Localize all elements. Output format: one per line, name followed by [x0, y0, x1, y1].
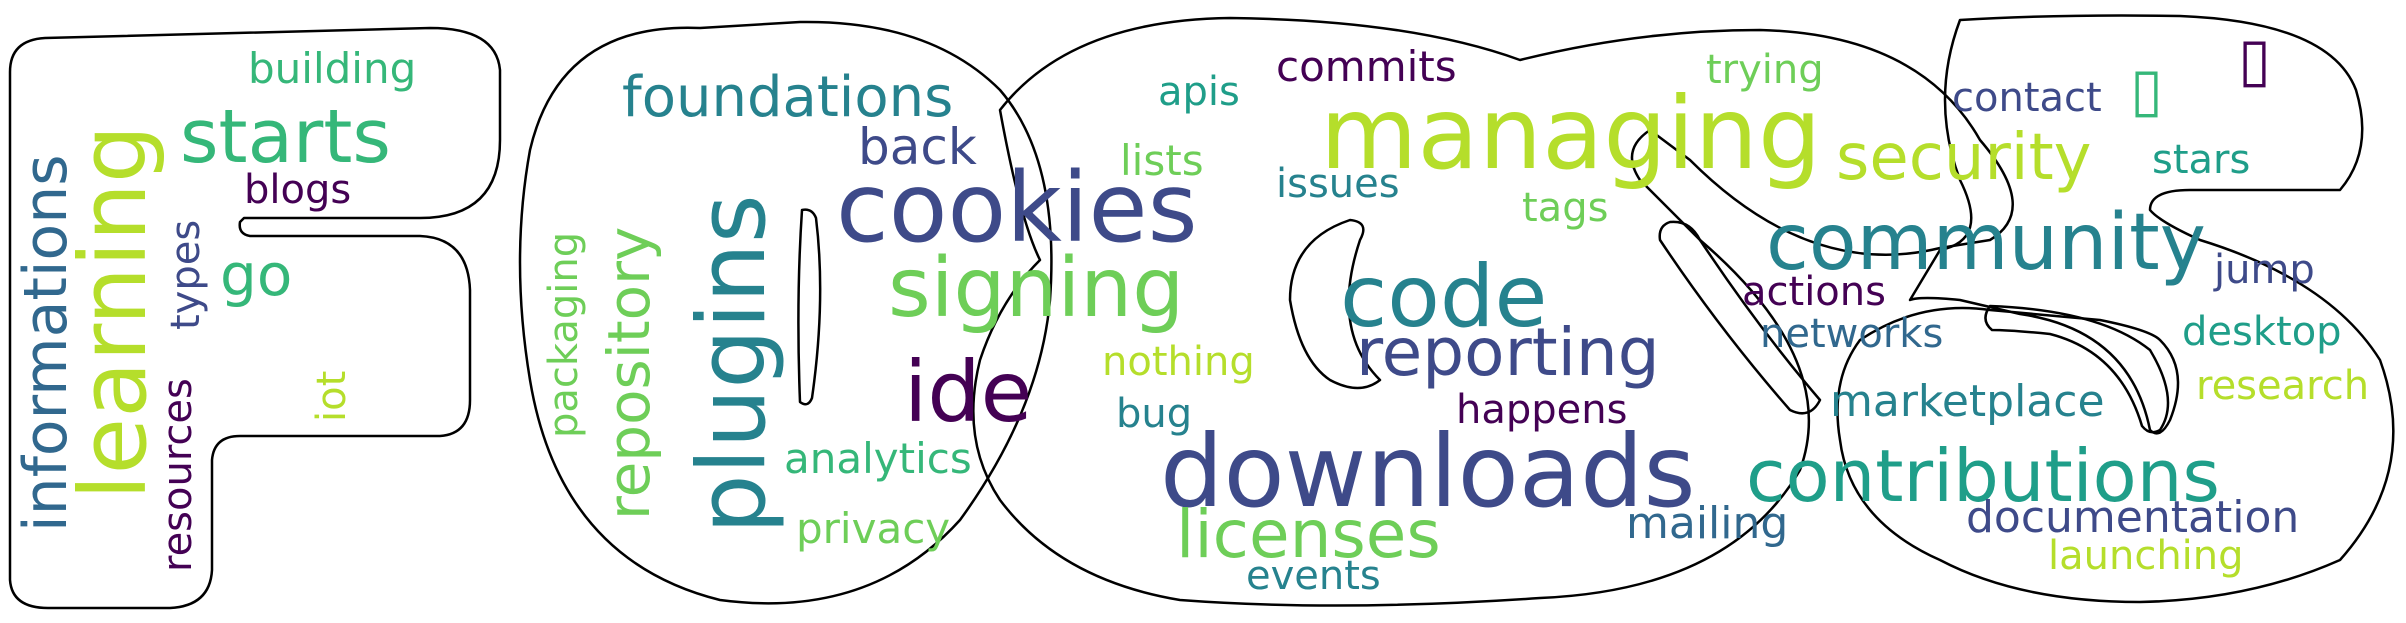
word-building: building [248, 44, 417, 93]
letter-s2-outline [1836, 14, 2395, 604]
word-repository: repository [595, 226, 663, 520]
word-starts: starts [180, 94, 391, 180]
word-commits: commits [1276, 42, 1457, 91]
word-contact: contact [1952, 75, 2102, 121]
word-code: code [1340, 247, 1548, 347]
missing-glyph-icon: ▯ [2238, 25, 2272, 95]
word-privacy: privacy [796, 504, 951, 553]
word-bug: bug [1116, 391, 1193, 437]
word-managing: managing [1320, 75, 1822, 192]
word-licenses: licenses [1176, 496, 1441, 573]
word-ide: ide [904, 343, 1033, 441]
word-tags: tags [1522, 185, 1609, 231]
missing-glyph-icon: ▯ [2130, 55, 2164, 125]
word-packaging: packaging [541, 231, 587, 438]
word-lists: lists [1120, 136, 1204, 185]
word-launching: launching [2048, 533, 2244, 579]
word-networks: networks [1760, 311, 1944, 357]
word-trying: trying [1706, 47, 1824, 93]
word-iot: iot [309, 370, 355, 422]
word-analytics: analytics [784, 434, 972, 483]
letter-o-inner-outline [797, 208, 822, 406]
letter-s1-inner-outline [1288, 218, 1382, 390]
word-issues: issues [1276, 161, 1400, 207]
letter-f-outline [8, 26, 502, 610]
word-learning: learning [60, 124, 167, 500]
word-actions: actions [1742, 269, 1886, 315]
word-community: community [1766, 198, 2206, 288]
word-contributions: contributions [1746, 434, 2220, 518]
word-blogs: blogs [244, 167, 352, 213]
word-jump: jump [2214, 247, 2315, 293]
word-happens: happens [1456, 387, 1628, 433]
word-types: types [163, 219, 209, 330]
word-go: go [220, 241, 293, 309]
word-cookies: cookies [836, 152, 1198, 264]
word-desktop: desktop [2182, 309, 2342, 355]
letter-s1-outline [972, 16, 2014, 607]
word-nothing: nothing [1102, 339, 1255, 385]
word-stars: stars [2152, 137, 2251, 183]
word-reporting: reporting [1356, 314, 1660, 391]
word-back: back [858, 118, 977, 176]
word-mailing: mailing [1626, 498, 1789, 549]
letter-o-outline [518, 20, 1053, 605]
word-documentation: documentation [1966, 492, 2300, 543]
word-signing: signing [888, 241, 1185, 336]
word-plugins: plugins [678, 194, 787, 534]
word-foundations: foundations [622, 65, 954, 130]
word-downloads: downloads [1160, 413, 1696, 530]
letter-s1-inner-outline-2 [1658, 220, 1822, 415]
word-apis: apis [1158, 69, 1240, 115]
word-marketplace: marketplace [1830, 376, 2105, 427]
word-research: research [2196, 363, 2370, 409]
word-security: security [1836, 121, 2092, 195]
word-resources: resources [155, 378, 201, 572]
letter-s2-inner-outline [1984, 304, 2170, 434]
word-events: events [1246, 553, 1381, 599]
